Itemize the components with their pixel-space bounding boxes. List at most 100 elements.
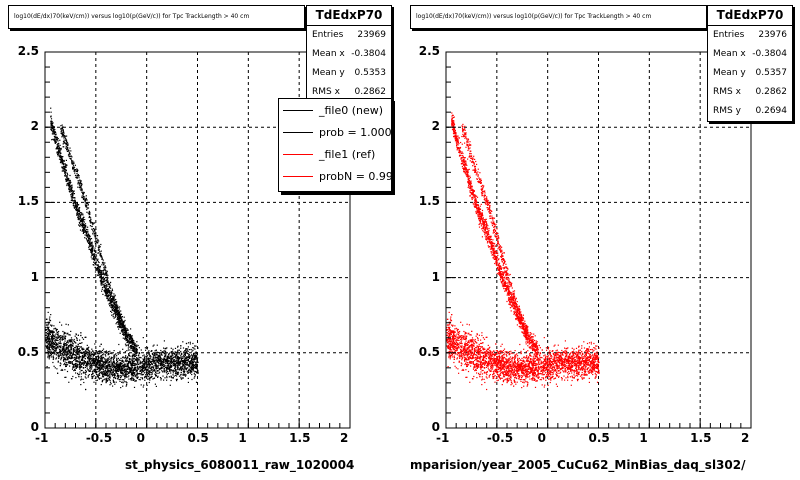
left-scatter-point: [192, 355, 194, 357]
left-scatter-point: [138, 373, 140, 375]
left-scatter-point: [107, 274, 109, 276]
left-scatter-point: [54, 343, 56, 345]
left-scatter-point: [53, 138, 55, 140]
left-scatter-point: [79, 350, 81, 352]
left-scatter-point: [150, 356, 152, 358]
left-scatter-point: [66, 364, 68, 366]
left-scatter-point: [84, 223, 87, 225]
left-scatter-point: [147, 371, 149, 373]
left-scatter-point: [140, 374, 142, 376]
left-scatter-point: [131, 355, 133, 357]
left-scatter-point: [67, 182, 70, 184]
left-scatter-point: [96, 235, 99, 237]
left-scatter-point: [97, 252, 99, 254]
left-scatter-point: [48, 358, 50, 360]
left-scatter-point: [87, 351, 89, 353]
left-scatter-point: [172, 348, 174, 350]
left-scatter-point: [50, 116, 52, 118]
left-scatter-point: [90, 351, 93, 353]
left-scatter-point: [131, 347, 133, 349]
left-scatter-point: [91, 225, 93, 228]
left-scatter-point: [142, 370, 144, 372]
left-scatter-point: [124, 357, 126, 359]
left-scatter-point: [65, 347, 67, 350]
left-scatter-point: [63, 142, 65, 144]
left-scatter-point: [109, 381, 112, 383]
left-scatter-point: [106, 278, 108, 280]
left-scatter-point: [109, 374, 111, 376]
left-scatter-point: [155, 361, 157, 363]
left-scatter-point: [95, 258, 97, 260]
left-scatter-point: [136, 369, 138, 371]
left-scatter-point: [102, 276, 104, 278]
left-scatter-point: [128, 341, 130, 343]
left-scatter-point: [47, 327, 49, 329]
left-scatter-point: [178, 360, 180, 362]
left-scatter-point: [51, 346, 53, 348]
left-scatter-point: [131, 368, 133, 370]
left-scatter-point: [182, 374, 184, 376]
left-scatter-point: [100, 343, 102, 345]
left-scatter-point: [128, 378, 130, 380]
left-scatter-point: [186, 364, 188, 366]
left-scatter-point: [77, 175, 79, 177]
left-scatter-point: [95, 373, 98, 376]
left-scatter-point: [168, 355, 170, 357]
left-scatter-point: [65, 175, 67, 177]
left-scatter-point: [185, 342, 188, 345]
left-scatter-point: [83, 231, 85, 233]
left-scatter-point: [131, 377, 133, 380]
left-scatter-point: [109, 283, 111, 285]
left-scatter-point: [59, 147, 61, 150]
left-scatter-point: [66, 164, 68, 166]
left-scatter-point: [97, 367, 99, 369]
left-scatter-point: [169, 384, 171, 386]
left-scatter-point: [73, 168, 75, 170]
left-scatter-point: [57, 339, 59, 342]
left-scatter-point: [95, 240, 97, 242]
left-scatter-point: [100, 270, 102, 272]
left-scatter-point: [78, 177, 80, 179]
left-scatter-point: [49, 354, 51, 356]
left-scatter-point: [73, 170, 75, 172]
left-scatter-point: [185, 364, 187, 366]
left-scatter-point: [147, 361, 149, 363]
left-scatter-point: [62, 346, 64, 348]
left-scatter-point: [107, 284, 109, 286]
left-scatter-point: [56, 353, 58, 355]
left-scatter-point: [65, 170, 67, 172]
left-scatter-point: [95, 353, 97, 355]
left-scatter-point: [83, 355, 85, 357]
left-scatter-point: [190, 363, 192, 365]
left-scatter-point: [96, 241, 98, 243]
left-scatter-point: [195, 370, 197, 373]
left-scatter-point: [171, 377, 173, 379]
left-scatter-point: [108, 290, 110, 292]
left-scatter-point: [172, 372, 174, 374]
left-scatter-point: [124, 364, 126, 366]
left-scatter-point: [54, 350, 56, 352]
left-scatter-point: [79, 367, 81, 369]
left-scatter-point: [94, 365, 96, 367]
left-scatter-point: [73, 359, 75, 362]
left-scatter-point: [92, 222, 94, 224]
left-scatter-point: [81, 348, 83, 350]
left-scatter-point: [147, 357, 149, 359]
left-scatter-point: [111, 303, 113, 305]
left-scatter-point: [78, 186, 80, 189]
left-scatter-point: [51, 120, 53, 123]
left-scatter-point: [65, 144, 67, 146]
left-scatter-point: [193, 359, 195, 361]
left-scatter-point: [86, 206, 88, 208]
left-scatter-point: [49, 344, 51, 346]
left-scatter-point: [147, 372, 150, 374]
left-scatter-point: [105, 366, 107, 369]
left-scatter-point: [89, 367, 91, 369]
left-scatter-point: [62, 126, 64, 128]
left-scatter-point: [68, 152, 70, 154]
left-scatter-point: [152, 359, 154, 361]
left-scatter-point: [103, 274, 105, 276]
left-scatter-point: [49, 356, 51, 358]
left-scatter-point: [66, 357, 68, 359]
left-scatter-point: [47, 354, 49, 356]
